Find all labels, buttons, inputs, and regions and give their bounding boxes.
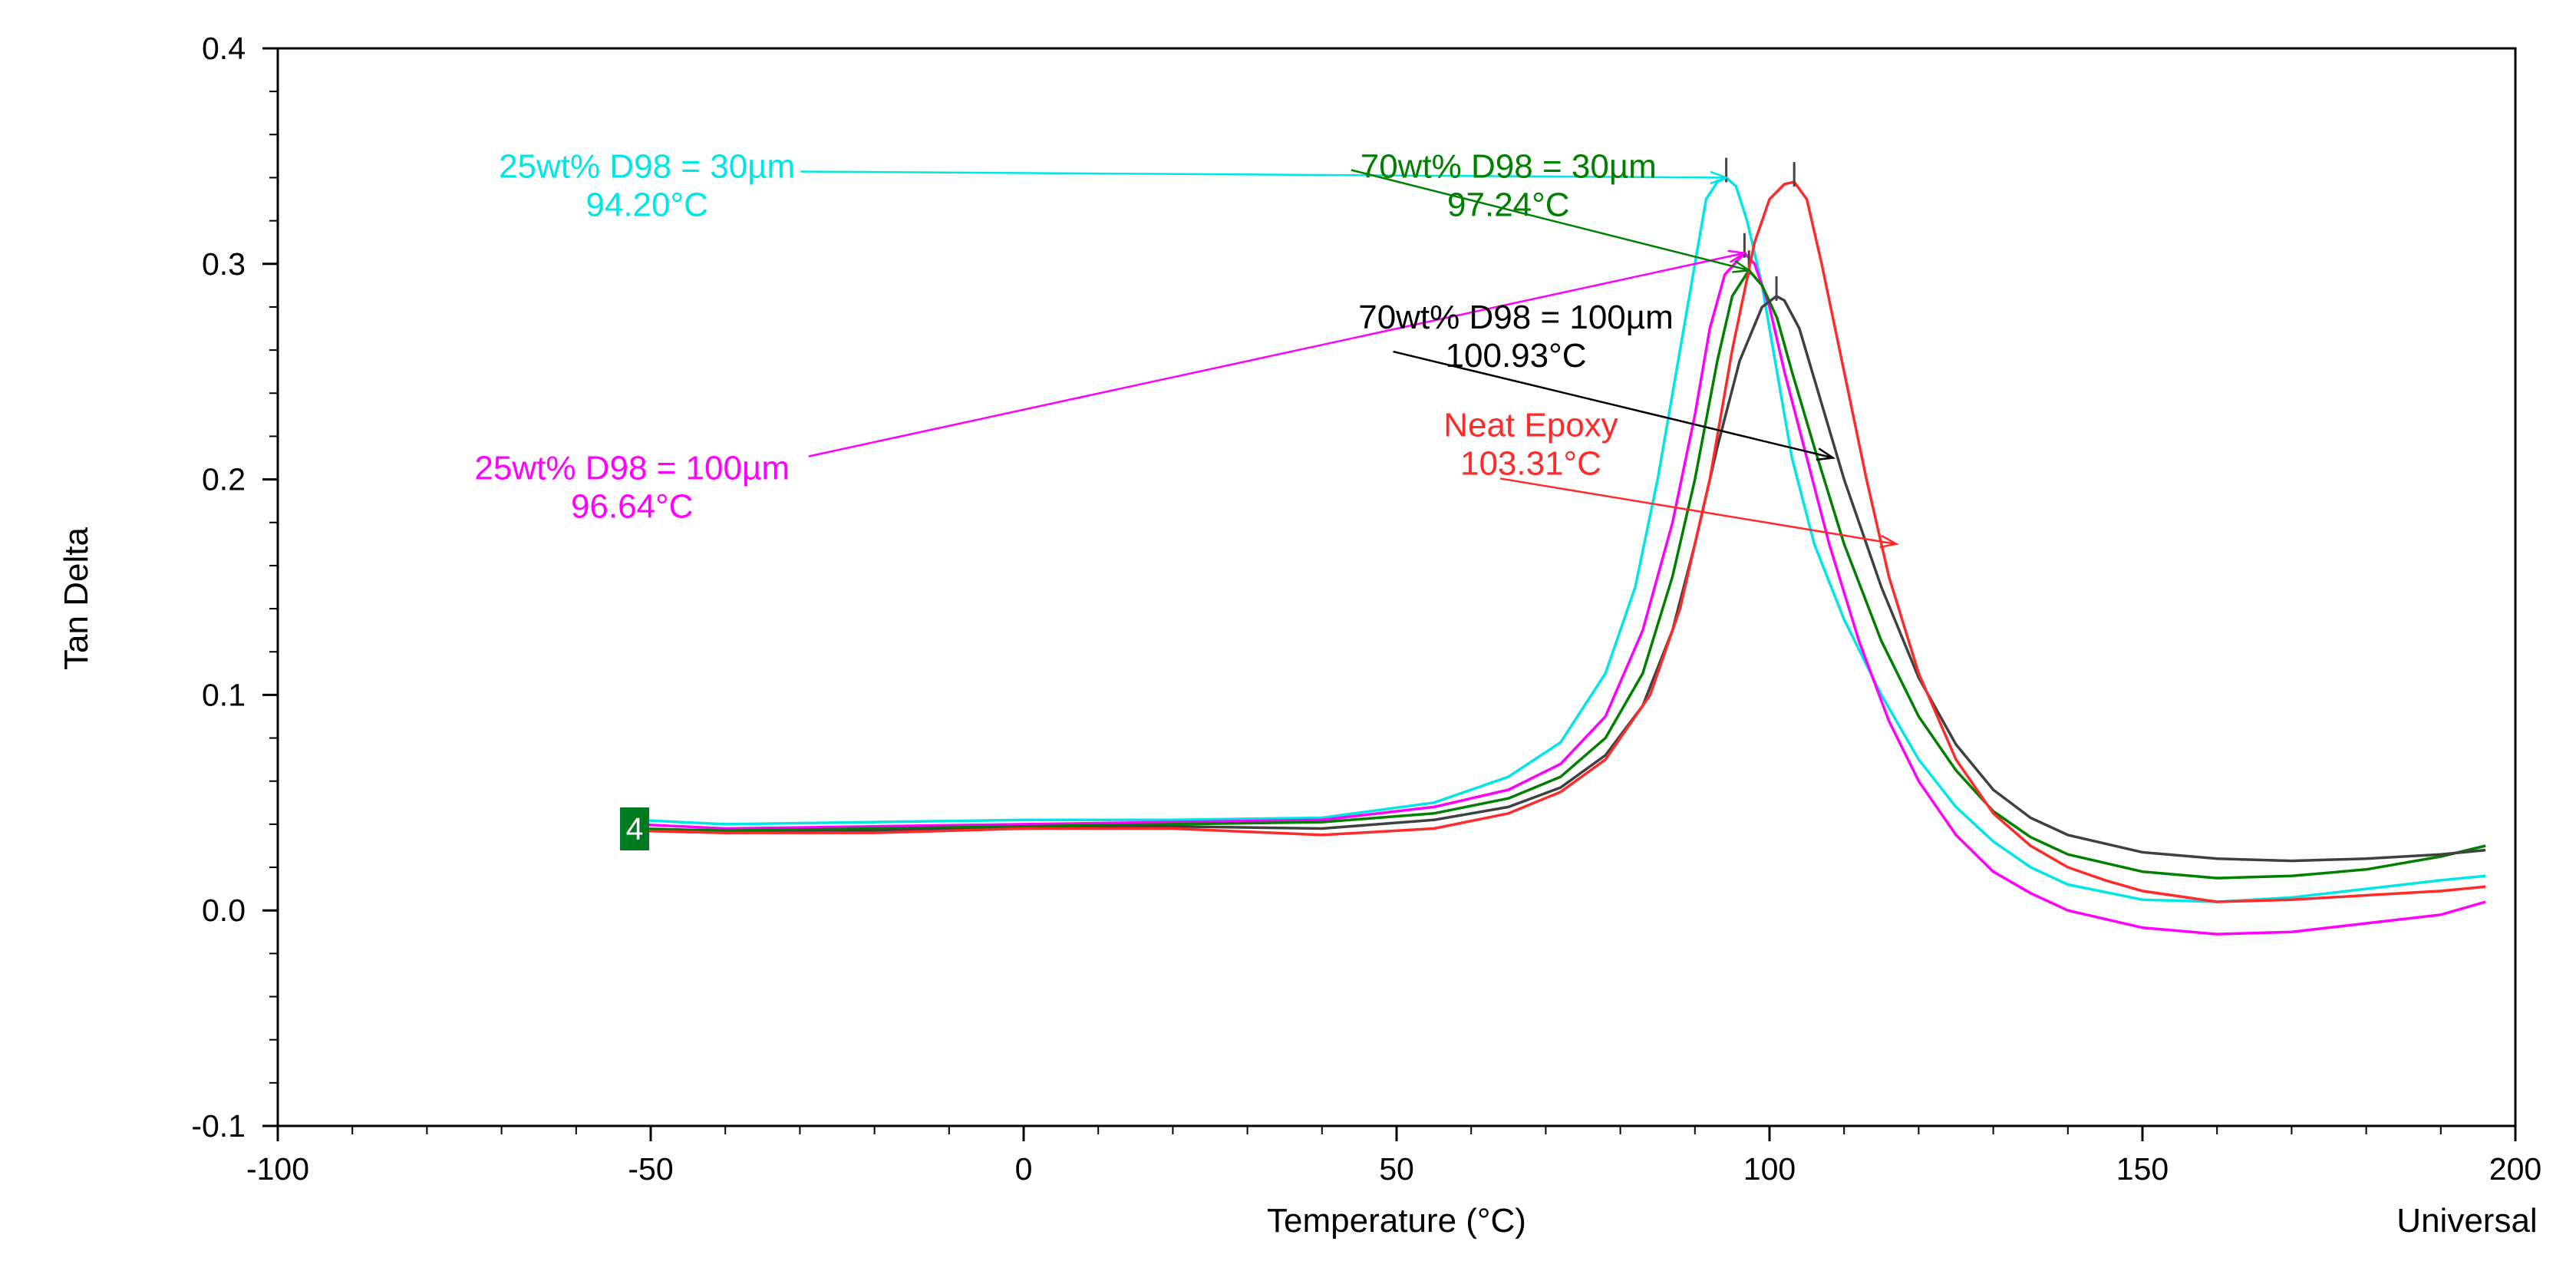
annotation-series-label: 70wt% D98 = 100µm xyxy=(1358,299,1674,336)
x-tick-label: 100 xyxy=(1743,1151,1796,1187)
annotation-series-label: Neat Epoxy xyxy=(1443,406,1618,444)
annotation-peak-temp: 100.93°C xyxy=(1446,337,1587,375)
annotation-arrowhead xyxy=(1710,170,1730,185)
annotation-peak-temp: 103.31°C xyxy=(1460,444,1601,482)
series-layer xyxy=(635,157,2486,936)
universal-label: Universal xyxy=(2396,1202,2537,1240)
axis-ticks: -100 -50 0 50 100 150 200 -0.1 0.0 0.1 0.2 0.3 0.4 xyxy=(191,31,2541,1187)
y-tick-label: 0.3 xyxy=(202,246,246,282)
marker-4-badge: 4 xyxy=(620,807,649,850)
x-tick-label: 0 xyxy=(1015,1151,1033,1187)
annotation-leader-line xyxy=(808,252,1745,457)
y-tick-label: -0.1 xyxy=(191,1108,246,1144)
annotation-series-label: 25wt% D98 = 100µm xyxy=(474,450,790,487)
x-tick-label: 150 xyxy=(2116,1151,2169,1187)
annotation-leader-line xyxy=(1393,350,1833,459)
marker-4-label: 4 xyxy=(626,811,644,847)
annotation-peak-temp: 97.24°C xyxy=(1447,186,1569,223)
series-line-cyan-25wt-30um xyxy=(635,176,2486,903)
series-line-green-70wt-30um xyxy=(635,269,2486,880)
y-tick-label: 0.1 xyxy=(202,677,246,712)
y-axis-title: Tan Delta xyxy=(58,527,95,670)
x-tick-label: -100 xyxy=(246,1151,309,1187)
annotation-arrowhead xyxy=(1879,534,1899,549)
x-tick-label: -50 xyxy=(628,1151,673,1187)
annotation-peak-temp: 94.20°C xyxy=(585,186,707,223)
annotation-arrowhead xyxy=(1732,259,1752,273)
y-tick-label: 0.4 xyxy=(202,31,246,66)
x-axis-title: Temperature (°C) xyxy=(1267,1202,1526,1240)
x-tick-label: 200 xyxy=(2489,1151,2541,1187)
annotation-peak-temp: 96.64°C xyxy=(571,488,693,526)
y-tick-label: 0.0 xyxy=(202,893,246,928)
annotation-arrowhead xyxy=(1816,447,1836,461)
y-tick-label: 0.2 xyxy=(202,462,246,497)
annotation-series-label: 70wt% D98 = 30µm xyxy=(1361,147,1657,185)
annotation-leader-line xyxy=(1499,477,1897,546)
annotation-arrowhead xyxy=(1727,249,1747,263)
annotation-series-label: 25wt% D98 = 30µm xyxy=(499,147,795,185)
annotation-leader-line xyxy=(1351,169,1750,272)
series-line-red-neat-epoxy xyxy=(635,180,2486,903)
x-tick-label: 50 xyxy=(1379,1151,1414,1187)
annotation-leader-line xyxy=(800,170,1727,179)
